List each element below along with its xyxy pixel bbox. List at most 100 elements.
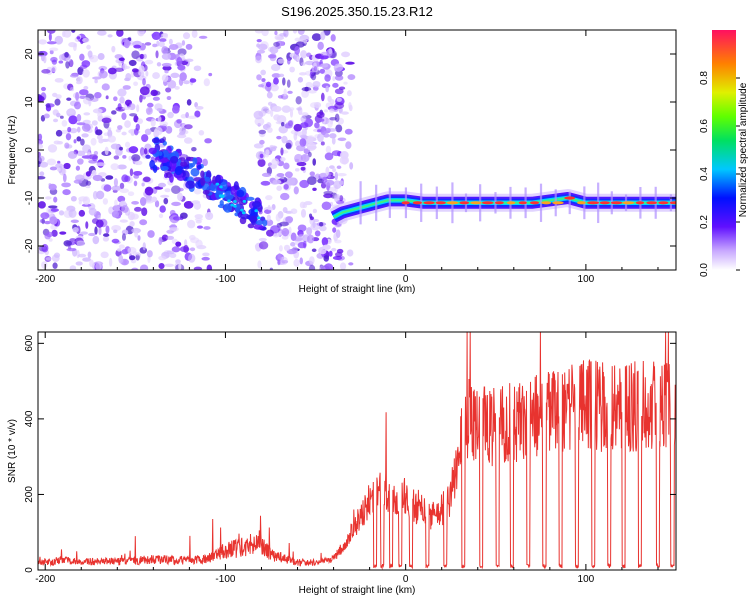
spectrogram-noise-blob <box>306 234 315 244</box>
spectrogram-noise-blob <box>275 213 281 222</box>
snr-x-tick-label: -200 <box>35 574 55 585</box>
spectrogram-noise-blob <box>87 251 92 259</box>
spectrogram-noise-blob <box>285 216 294 224</box>
spectrogram-noise-blob <box>317 41 324 51</box>
spectrogram-noise-blob <box>118 244 125 249</box>
spectrogram-noise-blob <box>75 91 80 101</box>
spectrogram-band-blob <box>202 189 210 195</box>
spectrogram-noise-blob <box>341 51 351 58</box>
spectrogram-noise-blob <box>283 162 290 170</box>
spectrogram-noise-blob <box>334 195 340 203</box>
spectrogram-noise-blob <box>299 257 303 265</box>
spectrogram-noise-blob <box>150 89 158 97</box>
spectrogram-band-blob <box>251 200 262 208</box>
spectrogram-noise-blob <box>195 105 204 110</box>
spectrogram-noise-blob <box>194 110 201 118</box>
spectrogram-noise-blob <box>131 267 139 270</box>
spectrogram-noise-blob <box>58 210 65 216</box>
spectrogram-noise-blob <box>151 196 158 203</box>
spectrogram-noise-blob <box>40 86 47 92</box>
spectrogram-noise-blob <box>111 238 120 244</box>
spectrogram-noise-blob <box>141 134 149 143</box>
spectrogram-band-blob <box>235 203 241 214</box>
spectrogram-noise-blob <box>264 209 272 214</box>
spectrogram-noise-blob <box>327 118 333 128</box>
spectrogram-noise-blob <box>133 81 139 87</box>
spectrogram-noise-blob <box>131 200 139 205</box>
spectrogram-noise-blob <box>175 259 181 264</box>
spectrogram-noise-blob <box>319 249 327 255</box>
spectrogram-noise-blob <box>205 211 214 221</box>
colorbar-tick-label: 0.0 <box>699 263 710 277</box>
spectrogram-noise-blob <box>53 196 58 203</box>
spectrogram-noise-blob <box>98 138 104 144</box>
spectrogram-noise-blob <box>308 264 316 270</box>
spectrogram-noise-blob <box>63 240 72 247</box>
spectrogram-noise-blob <box>121 112 127 120</box>
spectrogram-noise-blob <box>270 84 279 92</box>
spectrogram-noise-blob <box>266 127 273 133</box>
spectrogram-noise-blob <box>191 200 201 204</box>
spectrogram-noise-blob <box>299 179 310 189</box>
spectrogram-noise-blob <box>187 219 196 229</box>
spectrogram-noise-blob <box>95 162 106 167</box>
spectrogram-noise-blob <box>320 31 326 41</box>
spectrogram-noise-blob <box>294 153 303 163</box>
spectrogram-noise-blob <box>182 32 191 40</box>
spectrogram-noise-blob <box>314 230 321 237</box>
spectrogram-noise-blob <box>161 46 169 55</box>
spectrogram-noise-blob <box>38 39 47 45</box>
spectrogram-noise-blob <box>133 180 138 187</box>
spectrogram-noise-blob <box>270 109 274 118</box>
spectrogram-noise-blob <box>306 142 317 151</box>
spectrogram-noise-blob <box>323 109 328 113</box>
spectrogram-noise-blob <box>311 248 317 253</box>
spectrogram-noise-blob <box>129 221 135 227</box>
spectrogram-noise-blob <box>128 146 139 154</box>
spectrogram-noise-blob <box>105 95 109 100</box>
spectrogram-noise-blob <box>119 188 130 194</box>
spectrogram-noise-blob <box>259 139 265 145</box>
spectrogram-noise-blob <box>113 229 118 234</box>
spectrogram-noise-blob <box>73 42 78 48</box>
spectrogram-noise-blob <box>276 185 282 191</box>
spectrogram-band-blob <box>180 161 188 167</box>
spectrogram-noise-blob <box>178 262 182 270</box>
spectrogram-noise-blob <box>183 80 190 85</box>
spectrogram-noise-blob <box>191 147 197 152</box>
spectrogram-noise-blob <box>38 201 46 209</box>
spectrogram-noise-blob <box>172 105 180 114</box>
spectrogram-noise-blob <box>85 180 92 186</box>
spectrogram-noise-blob <box>102 198 109 205</box>
colorbar-ticks: 0.0 0.2 0.4 0.6 0.8 <box>699 71 740 277</box>
spectrogram-noise-blob <box>93 150 99 156</box>
spectrogram-noise-blob <box>271 105 282 113</box>
spectrogram-noise-blob <box>55 163 64 169</box>
spectrogram-noise-blob <box>91 169 97 177</box>
spectrogram-noise-blob <box>335 252 343 257</box>
spectrogram-noise-blob <box>161 234 169 241</box>
spectrogram-noise-blob <box>56 167 61 172</box>
spectrogram-x-tick-label: 0 <box>403 274 409 285</box>
spectrogram-noise-blob <box>299 138 307 147</box>
spectrogram-noise-blob <box>253 110 264 120</box>
spectrogram-noise-blob <box>181 40 186 46</box>
spectrogram-noise-blob <box>70 87 75 92</box>
spectrogram-noise-blob <box>259 153 264 159</box>
spectrogram-noise-blob <box>103 233 110 237</box>
spectrogram-noise-blob <box>346 90 352 97</box>
spectrogram-noise-blob <box>56 112 61 118</box>
spectrogram-noise-blob <box>61 119 68 127</box>
spectrogram-noise-blob <box>135 254 140 261</box>
ridge-hotspot <box>506 201 516 205</box>
spectrogram-band-speck <box>230 203 234 207</box>
colorbar-tick-label: 0.8 <box>699 71 710 85</box>
ridge-hotspot <box>518 201 527 205</box>
spectrogram-noise-blob <box>158 262 165 270</box>
spectrogram-noise-blob <box>265 81 272 88</box>
spectrogram-noise-blob <box>276 114 287 124</box>
spectrogram-noise-blob <box>44 220 51 225</box>
ridge-hotspot <box>459 201 470 205</box>
spectrogram-noise-blob <box>312 158 317 166</box>
spectrogram-noise-blob <box>82 257 92 262</box>
